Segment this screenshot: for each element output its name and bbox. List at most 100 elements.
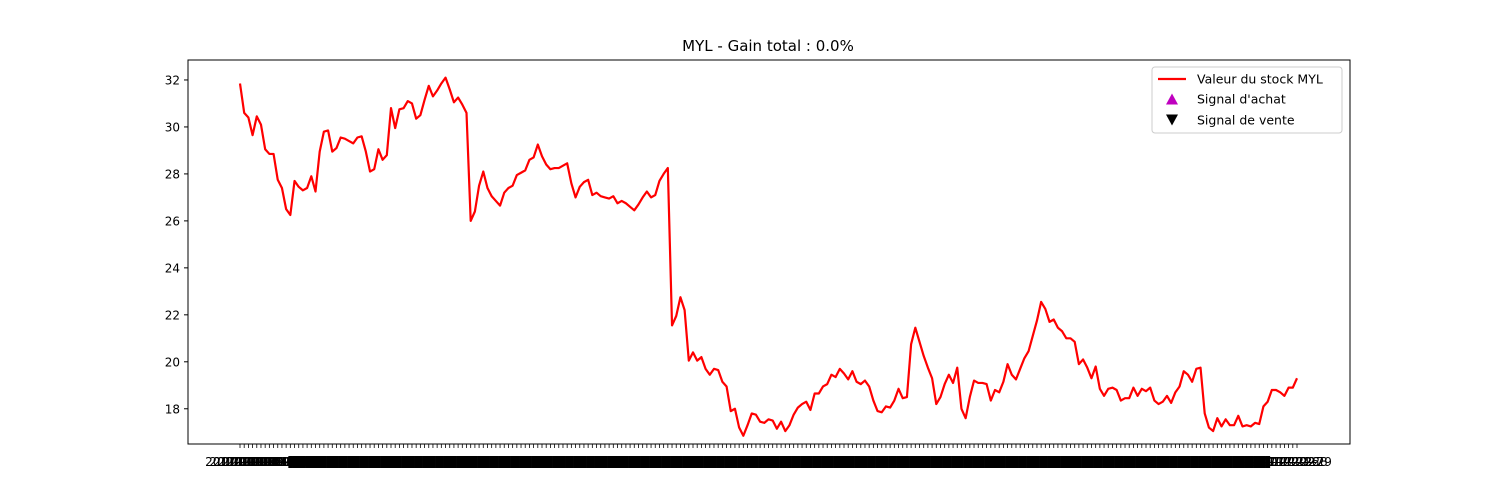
x-tick-label-mark — [351, 456, 356, 468]
y-tick-label: 18 — [165, 402, 180, 416]
x-tick-label-mark — [481, 456, 486, 468]
x-tick-label-mark — [896, 456, 902, 468]
x-tick-label-mark — [489, 456, 495, 468]
x-tick-label-mark — [330, 456, 335, 468]
x-tick-label-mark — [1039, 456, 1044, 468]
x-tick-label-mark — [808, 456, 813, 468]
x-tick-label-mark — [980, 456, 985, 468]
x-tick-label-mark — [506, 456, 511, 468]
x-tick-label-mark — [1022, 456, 1027, 468]
x-tick-label-mark — [560, 456, 566, 468]
x-tick-label-mark — [1051, 456, 1057, 468]
x-tick-label-mark — [1190, 456, 1195, 468]
x-tick-label-mark — [850, 456, 855, 468]
x-tick-label-mark — [1085, 456, 1090, 468]
x-tick-label-mark — [745, 456, 751, 468]
x-tick-label-mark — [1034, 456, 1040, 468]
x-tick-label-mark — [535, 456, 541, 468]
x-tick-label-mark — [581, 456, 587, 468]
x-tick-label-mark — [1135, 456, 1141, 468]
x-tick-label-mark — [892, 456, 897, 468]
x-tick-label-mark — [1211, 456, 1216, 468]
x-tick-label-mark — [611, 456, 616, 468]
x-tick-label-mark — [514, 456, 520, 468]
x-tick-label-mark — [1081, 456, 1086, 468]
x-tick-label-mark — [347, 456, 352, 468]
x-tick-label-mark — [288, 456, 293, 468]
legend: Valeur du stock MYL Signal d'achat Signa… — [1151, 66, 1343, 134]
x-tick-label-mark — [816, 456, 822, 468]
x-tick-label-mark — [342, 456, 348, 468]
x-tick-label-mark — [439, 456, 444, 468]
x-tick-label: 2017-01-09 — [222, 455, 292, 469]
x-tick-label: 2017-12-27 — [1254, 455, 1324, 469]
x-tick-label-mark — [1064, 456, 1069, 468]
x-tick-label-mark — [909, 456, 914, 468]
x-tick-label-mark — [435, 456, 440, 468]
y-tick-label: 20 — [165, 355, 180, 369]
x-tick-label-mark — [720, 456, 725, 468]
x-tick-label-mark — [1173, 456, 1178, 468]
x-tick-label-mark — [1127, 456, 1132, 468]
x-tick-label-mark — [758, 456, 763, 468]
x-tick-label-mark — [1110, 456, 1115, 468]
x-tick-label: 2017-01-11 — [230, 455, 300, 469]
x-tick-label-mark — [451, 456, 457, 468]
x-tick-label-mark — [296, 456, 302, 468]
x-tick-label-mark — [800, 456, 805, 468]
x-tick-label-mark — [1194, 456, 1199, 468]
x-tick-label-mark — [636, 456, 641, 468]
x-tick-label-mark — [334, 456, 339, 468]
x-tick-label: 2017-12-28 — [1258, 455, 1328, 469]
x-tick-label-mark — [716, 456, 721, 468]
x-tick-label-mark — [1030, 456, 1036, 468]
x-tick-label-mark — [1261, 456, 1266, 468]
x-tick-label-mark — [619, 456, 625, 468]
x-tick-label-mark — [1227, 456, 1233, 468]
x-tick-label-mark — [959, 456, 964, 468]
x-tick-label-mark — [703, 456, 709, 468]
x-tick-label-mark — [833, 456, 839, 468]
x-tick-label-mark — [1047, 456, 1053, 468]
x-tick-label-mark — [477, 456, 482, 468]
x-tick-label-mark — [397, 456, 402, 468]
x-tick-label-mark — [586, 456, 591, 468]
x-tick-label-mark — [615, 456, 620, 468]
x-tick-label-mark — [1001, 456, 1006, 468]
x-tick-label-mark — [384, 456, 390, 468]
x-tick-label-mark — [368, 456, 373, 468]
x-tick-label-mark — [774, 456, 780, 468]
x-tick-label-mark — [313, 456, 318, 468]
y-tick-label: 28 — [165, 167, 180, 181]
x-tick-label-mark — [846, 456, 851, 468]
x-tick-label-mark — [888, 456, 893, 468]
x-tick-label-mark — [623, 456, 629, 468]
x-tick-label-mark — [632, 456, 637, 468]
series-line-stock — [238, 76, 1299, 437]
x-tick-label-mark — [607, 456, 612, 468]
x-tick-label-mark — [1076, 456, 1082, 468]
x-tick-label-mark — [787, 456, 792, 468]
y-tick-label: 32 — [165, 73, 180, 87]
x-tick-label-mark — [665, 456, 671, 468]
x-tick-label-mark — [753, 456, 759, 468]
x-tick-label-mark — [871, 456, 876, 468]
x-tick-label-mark — [540, 456, 545, 468]
x-tick-label-mark — [686, 456, 692, 468]
x-tick-label-mark — [544, 456, 549, 468]
x-tick-label-mark — [598, 456, 604, 468]
legend-sell-marker-icon — [1166, 114, 1178, 126]
x-tick-label-mark — [464, 456, 469, 468]
x-tick-label-mark — [795, 456, 801, 468]
x-tick-label-mark — [1089, 456, 1094, 468]
x-tick-label-mark — [317, 456, 323, 468]
x-tick-label-mark — [1169, 456, 1174, 468]
x-tick-label-mark — [728, 456, 734, 468]
chart-title: MYL - Gain total : 0.0% — [682, 37, 854, 55]
x-tick-label-mark — [972, 456, 977, 468]
x-tick-label-mark — [661, 456, 667, 468]
y-tick-label: 30 — [165, 120, 180, 134]
x-tick-label-mark — [485, 456, 490, 468]
x-tick-label-mark — [1152, 456, 1157, 468]
